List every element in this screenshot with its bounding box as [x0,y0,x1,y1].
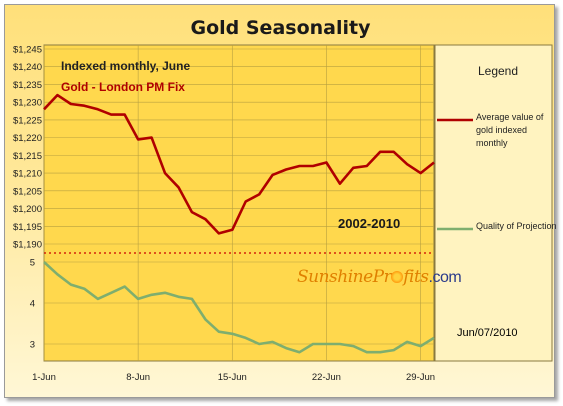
x-tick-label: 15-Jun [218,372,247,383]
chart-subtitle: Indexed monthly, June [61,59,191,73]
y-tick-label-upper: $1,230 [13,98,42,109]
y-tick-label-upper: $1,215 [13,151,42,162]
legend-item-quality-label: Quality of Projection [476,221,557,231]
logo-part-3: fits [403,267,429,287]
y-tick-label-upper: $1,205 [13,186,42,197]
series-line-gold-average [43,93,435,235]
y-tick-label-upper: $1,190 [13,240,42,251]
series-line-quality [43,261,435,354]
chart-title: Gold Seasonality [190,17,371,39]
y-tick-label-upper: $1,240 [13,62,42,73]
legend-item-price-label: Average value of gold indexed monthly [476,112,544,148]
logo-part-2: Pr [372,267,392,287]
legend-title: Legend [477,64,519,78]
period-label: 2002-2010 [338,216,401,231]
legend-panel [434,44,553,362]
y-tick-label-upper: $1,235 [13,80,42,91]
y-tick-label-upper: $1,200 [13,204,42,215]
x-tick-label: 8-Jun [126,372,150,383]
x-tick-label: 29-Jun [406,372,435,383]
chart-frame: Gold Seasonality $1,190 $1,195 $1,200 $1,20… [4,4,557,398]
y-tick-label-upper: $1,220 [13,133,42,144]
plot-area [43,44,435,362]
y-tick-label-upper: $1,195 [13,222,42,233]
date-label: Jun/07/2010 [457,327,518,339]
x-tick-label: 22-Jun [312,372,341,383]
logo-part-4: .com [428,269,462,286]
chart-svg: $1,190 $1,195 $1,200 $1,205 $1,210 $1,215 $1,2… [13,44,553,383]
y-tick-label-upper: $1,245 [13,45,42,56]
y-tick-label-lower: 5 [30,258,35,269]
x-tick-label: 1-Jun [32,372,56,383]
y-tick-label-upper: $1,210 [13,169,42,180]
series-label: Gold - London PM Fix [61,80,185,94]
sun-icon [391,271,404,283]
y-tick-label-lower: 4 [30,299,35,310]
sunshine-profits-logo: SunshinePr fits.com [297,267,462,287]
y-tick-label-lower: 3 [30,340,35,351]
logo-part-1: Sunshine [297,267,373,287]
y-tick-label-upper: $1,225 [13,115,42,126]
